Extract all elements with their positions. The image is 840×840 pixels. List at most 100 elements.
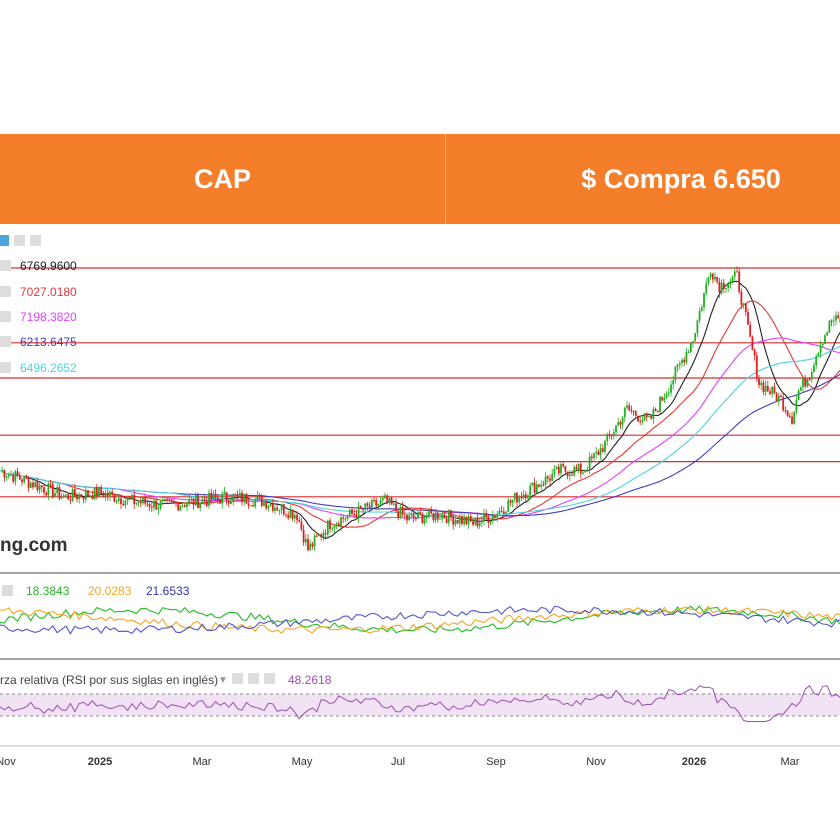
candle-body (524, 494, 527, 499)
candle-body (667, 392, 670, 394)
candle-body (703, 293, 705, 308)
candle-body (340, 517, 342, 527)
candle-body (395, 503, 397, 511)
candle-body (766, 385, 769, 392)
candle-body (738, 271, 741, 293)
candle-body (368, 505, 371, 508)
candle-body (544, 476, 547, 485)
candle-body (630, 409, 633, 412)
candle-body (656, 410, 659, 412)
legend-controls[interactable] (0, 235, 41, 246)
candle-body (634, 411, 637, 416)
candle-body (263, 501, 265, 506)
candle-body (575, 467, 578, 470)
settings-icon[interactable] (232, 673, 243, 684)
close-icon[interactable] (264, 673, 275, 684)
candle-body (573, 467, 576, 476)
candle-body (84, 490, 87, 500)
candle-body (230, 501, 232, 504)
candle-body (269, 504, 272, 507)
candle-body (683, 359, 686, 363)
candle-body (227, 500, 230, 504)
candle-body (826, 332, 829, 336)
candle-body (707, 276, 710, 284)
candle-body (740, 292, 743, 305)
candle-body (208, 492, 210, 506)
moving-average-line (0, 337, 840, 519)
candle-body (58, 486, 61, 499)
candle-body (47, 483, 50, 496)
candle-body (672, 380, 675, 385)
candle-body (639, 421, 642, 423)
candle-body (599, 448, 602, 456)
candle-body (1, 470, 4, 472)
x-tick-label: 2025 (88, 756, 112, 768)
candle-body (212, 493, 215, 501)
candle-body (760, 382, 763, 386)
candle-body (588, 456, 591, 470)
candle-body (188, 499, 191, 505)
candle-body (326, 520, 329, 535)
candle-body (626, 405, 628, 408)
candle-body (590, 456, 593, 459)
candle-body (278, 510, 281, 512)
gear-icon[interactable] (248, 673, 259, 684)
rsi-band (0, 694, 840, 716)
ma-value-1: 6769.9600 (20, 259, 77, 273)
ma-value-2: 7027.0180 (20, 285, 77, 299)
candle-body (80, 494, 83, 498)
candle-body (817, 352, 820, 357)
candle-body (606, 433, 609, 442)
candle-body (38, 485, 41, 491)
candle-body (65, 494, 67, 496)
candle-body (507, 500, 510, 512)
candle-body (23, 476, 26, 483)
candle-body (192, 498, 195, 506)
candle-body (14, 471, 17, 482)
dmi-value-1: 18.3843 (26, 584, 70, 598)
candle-body (527, 495, 529, 499)
candle-body (419, 511, 422, 514)
candle-body (27, 478, 30, 488)
candle-body (474, 517, 477, 525)
candle-body (78, 494, 81, 500)
candle-body (197, 495, 199, 509)
candle-body (819, 345, 822, 353)
candle-body (203, 499, 206, 502)
candle-body (150, 506, 153, 508)
rsi-legend: rza relativa (RSI por sus siglas en ingl… (0, 673, 332, 687)
candle-body (456, 520, 459, 524)
candle-body (502, 511, 505, 515)
candle-body (601, 448, 604, 452)
candle-body (285, 514, 287, 516)
x-tick-label: Jul (391, 756, 405, 768)
candle-body (604, 441, 606, 452)
candle-body (322, 533, 325, 538)
candle-body (320, 534, 323, 538)
ticker-label: CAP (193, 164, 251, 194)
candle-body (43, 487, 45, 493)
candle-body (621, 417, 624, 425)
candle-body (135, 502, 138, 504)
candle-body (804, 377, 807, 387)
candle-body (648, 416, 650, 418)
candle-body (654, 408, 657, 411)
candle-body (359, 506, 362, 509)
candle-body (256, 495, 259, 500)
candle-body (335, 523, 338, 526)
candle-body (216, 497, 219, 499)
candle-body (126, 497, 129, 501)
candle-body (619, 421, 622, 425)
candle-body (331, 528, 334, 530)
candle-body (832, 320, 835, 322)
candle-body (700, 307, 703, 312)
candle-body (441, 514, 444, 519)
dmi-value-3: 21.6533 (146, 584, 190, 598)
candle-body (428, 508, 430, 517)
candle-body (557, 466, 560, 474)
candle-body (106, 492, 109, 497)
candle-body (109, 491, 111, 497)
candle-body (329, 520, 331, 530)
candle-body (265, 501, 268, 509)
candle-body (245, 493, 248, 504)
